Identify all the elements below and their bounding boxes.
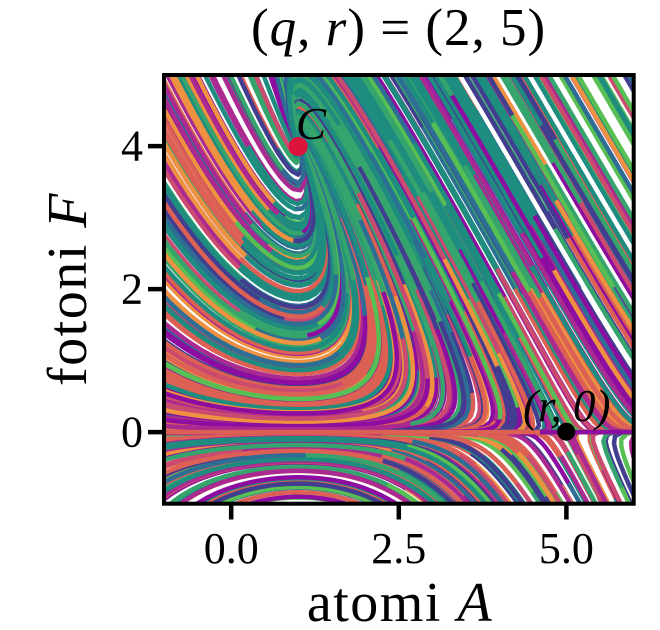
svg-text:C: C: [296, 99, 327, 149]
svg-text:atomi A: atomi A: [307, 572, 493, 630]
svg-text:fotoni F: fotoni F: [37, 192, 99, 386]
svg-text:4: 4: [121, 122, 143, 171]
svg-text:0: 0: [121, 408, 143, 457]
svg-text:0.0: 0.0: [204, 524, 259, 573]
svg-text:(r, 0): (r, 0): [523, 381, 611, 431]
svg-text:(q, r) = (2, 5): (q, r) = (2, 5): [251, 0, 546, 57]
svg-text:5.0: 5.0: [539, 524, 594, 573]
svg-text:2.5: 2.5: [371, 524, 426, 573]
svg-text:2: 2: [121, 265, 143, 314]
